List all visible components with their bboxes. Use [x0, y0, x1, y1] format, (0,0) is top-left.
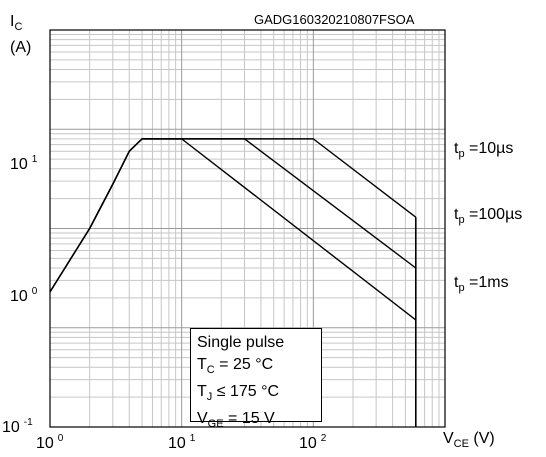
conditions-line: TC = 25 °C: [197, 356, 274, 376]
x-tick-label: 10 0: [36, 433, 64, 452]
soa-curve-1: [49, 138, 417, 293]
soa-curves: [49, 138, 417, 427]
conditions-line: Single pulse: [197, 334, 285, 351]
series-label-1ms: tp =1ms: [454, 274, 509, 294]
soa-curve-0: [49, 138, 417, 293]
soa-curve-2: [49, 138, 417, 321]
plot-frame: [49, 29, 446, 428]
watermark-text: GADG160320210807FSOA: [254, 12, 415, 27]
y-axis-symbol: I: [10, 13, 15, 30]
y-tick-label: 10 1: [10, 154, 38, 173]
series-label-10us: tp =10µs: [454, 140, 514, 160]
conditions-box: Single pulse TC = 25 °C TJ ≤ 175 °C VGE …: [190, 328, 322, 430]
x-tick-label: 10 1: [168, 433, 196, 452]
y-tick-label: 10 -1: [2, 417, 33, 436]
y-axis-unit: (A): [10, 39, 32, 56]
x-tick-label: 10 2: [299, 433, 327, 452]
y-axis-label: IC: [10, 14, 22, 33]
x-axis-label: VCE (V): [443, 430, 495, 450]
conditions-line: TJ ≤ 175 °C: [197, 383, 280, 403]
y-tick-label: 10 0: [10, 286, 38, 305]
conditions-line: VGE = 15 V: [197, 410, 275, 430]
series-label-100us: tp =100µs: [454, 206, 523, 226]
y-axis-subscript: C: [14, 21, 23, 33]
